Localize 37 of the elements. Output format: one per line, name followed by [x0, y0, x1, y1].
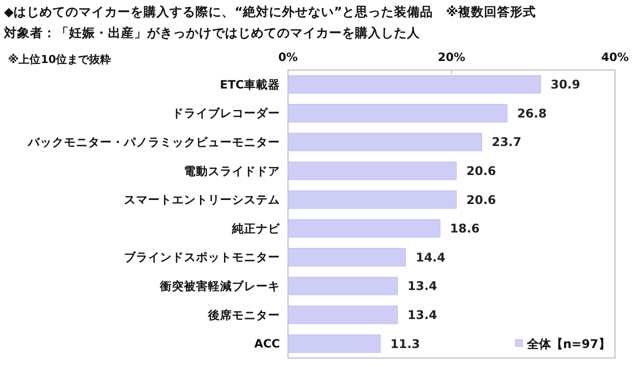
y-tick-label: ドライブレコーダー	[172, 106, 280, 120]
x-tick-label: 20%	[438, 50, 466, 64]
bar	[288, 248, 406, 266]
bar	[288, 190, 457, 209]
bar	[288, 306, 398, 324]
bar	[288, 162, 457, 180]
y-tick-label: バックモニター・パノラミックビューモニター	[27, 135, 280, 150]
x-tick-label: 40%	[601, 50, 630, 64]
data-label: 18.6	[450, 222, 480, 236]
data-label: 30.9	[550, 78, 580, 92]
bar	[288, 104, 508, 122]
chart-title: ◆はじめてのマイカーを購入する際に、“絶対に外せない”と思った装備品 ※複数回答形式	[4, 4, 536, 19]
bar	[288, 132, 482, 152]
y-tick-label: 電動スライドドア	[184, 164, 280, 178]
data-label: 20.6	[466, 164, 496, 178]
y-tick-label: ACC	[254, 336, 280, 351]
data-label: 20.6	[466, 192, 496, 207]
legend-label: 全体【n=97】	[526, 337, 610, 352]
bar	[288, 75, 541, 94]
data-label: 11.3	[390, 336, 420, 351]
data-label: 26.8	[517, 106, 547, 120]
data-label: 13.4	[408, 279, 438, 294]
data-label: 13.4	[408, 308, 438, 322]
data-label: 23.7	[492, 135, 522, 150]
bar	[288, 219, 440, 238]
y-tick-label: 純正ナビ	[231, 221, 281, 236]
data-label: 14.4	[416, 250, 446, 264]
x-tick-label: 0%	[278, 50, 298, 64]
bar	[288, 276, 398, 296]
y-tick-label: スマートエントリーシステム	[124, 192, 280, 207]
bar	[288, 334, 381, 353]
y-tick-label: 後席モニター	[207, 308, 280, 322]
y-tick-label: ETC車載器	[220, 77, 280, 92]
text: ※上位10位まで抜粋	[8, 53, 112, 66]
y-tick-label: 衝突被害軽減ブレーキ	[159, 279, 280, 294]
chart-subtitle: 対象者：「妊娠・出産」がきっかけではじめてのマイカーを購入した人	[3, 25, 421, 40]
y-tick-label: ブラインドスポットモニター	[124, 250, 280, 264]
